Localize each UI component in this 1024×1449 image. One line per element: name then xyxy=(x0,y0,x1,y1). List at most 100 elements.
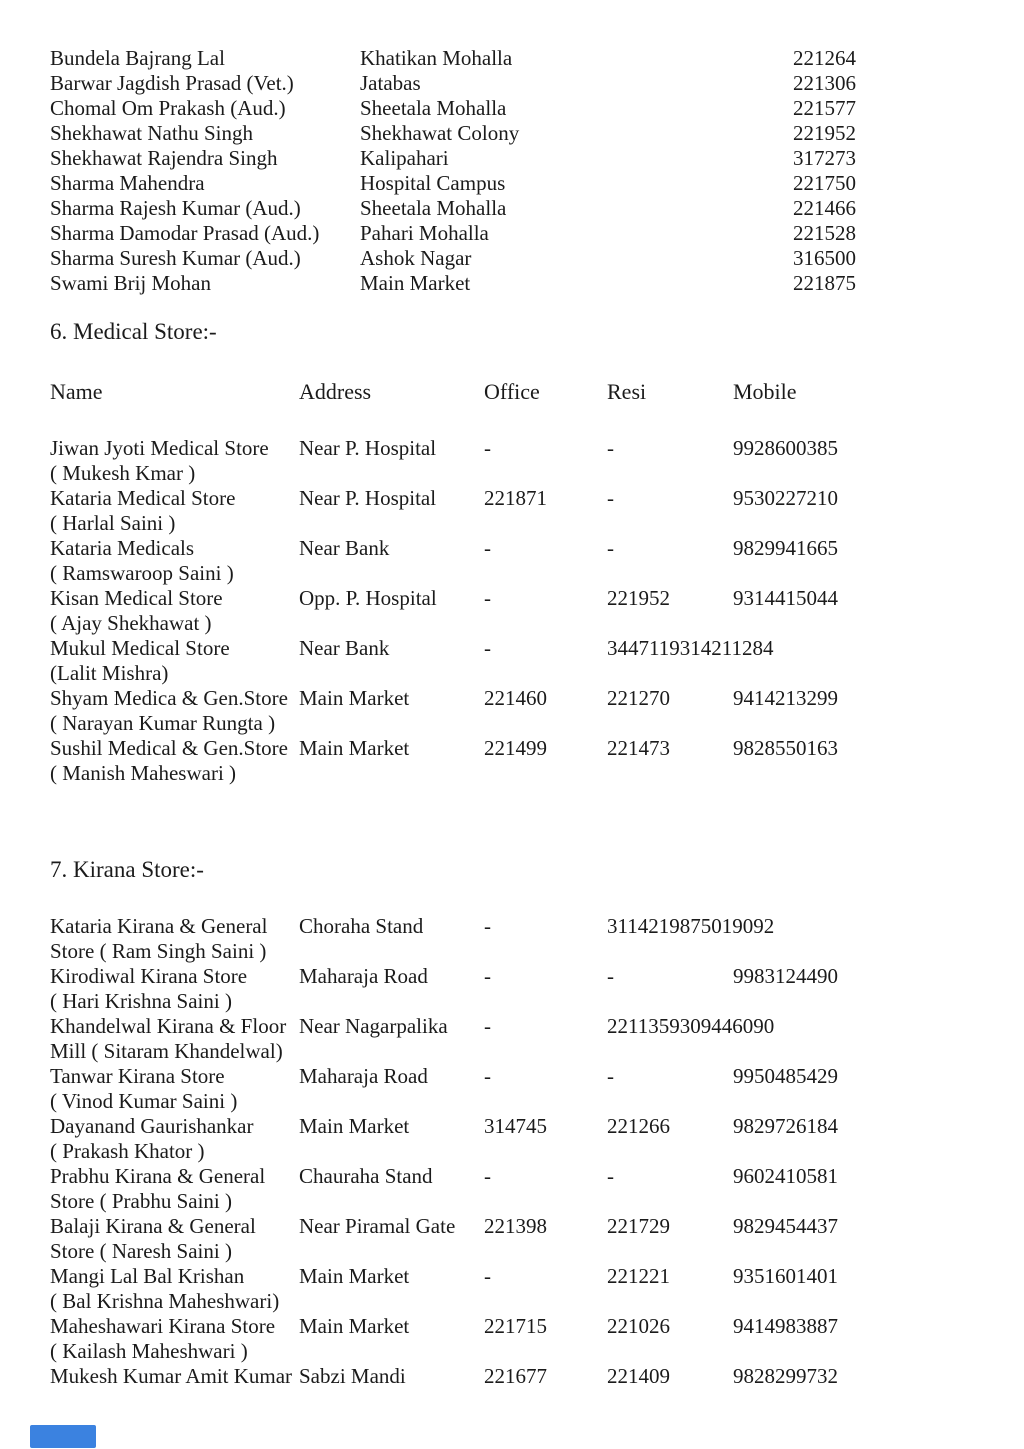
store-owner-line2: Store ( Prabhu Saini ) xyxy=(50,1189,232,1213)
list-item: Swami Brij Mohan Main Market 221875 xyxy=(50,271,980,296)
store-owner-line2: Store ( Ram Singh Saini ) xyxy=(50,939,267,963)
address-cell: Near Bank xyxy=(299,536,390,560)
table-row: Kataria Medical Store ( Harlal Saini ) N… xyxy=(50,486,980,536)
store-name-cell: Kirodiwal Kirana Store ( Hari Krishna Sa… xyxy=(50,964,247,1014)
store-name-line1: Dayanand Gaurishankar xyxy=(50,1114,254,1138)
office-cell: 221499 xyxy=(484,736,547,760)
directory-document: Bundela Bajrang Lal Khatikan Mohalla 221… xyxy=(50,0,980,1449)
resi-cell: 221473 xyxy=(607,736,670,760)
address-cell: Maharaja Road xyxy=(299,1064,428,1088)
table-row: Mukesh Kumar Amit Kumar Sabzi Mandi 2216… xyxy=(50,1364,980,1414)
office-cell: - xyxy=(484,1164,491,1188)
table-row: Prabhu Kirana & General Store ( Prabhu S… xyxy=(50,1164,980,1214)
contact-name: Barwar Jagdish Prasad (Vet.) xyxy=(50,71,294,95)
contact-name: Chomal Om Prakash (Aud.) xyxy=(50,96,286,120)
list-item: Barwar Jagdish Prasad (Vet.) Jatabas 221… xyxy=(50,71,980,96)
store-name-cell: Khandelwal Kirana & Floor Mill ( Sitaram… xyxy=(50,1014,286,1064)
contact-phone: 221528 xyxy=(793,221,856,245)
section-heading-kirana-store: 7. Kirana Store:- xyxy=(50,857,204,882)
list-item: Sharma Mahendra Hospital Campus 221750 xyxy=(50,171,980,196)
contact-address: Sheetala Mohalla xyxy=(360,196,507,220)
contact-name: Shekhawat Nathu Singh xyxy=(50,121,253,145)
store-owner-line2: ( Prakash Khator ) xyxy=(50,1139,205,1163)
store-owner-line2: ( Manish Maheswari ) xyxy=(50,761,237,785)
address-cell: Opp. P. Hospital xyxy=(299,586,437,610)
resi-cell: 221409 xyxy=(607,1364,670,1388)
medical-store-table: Jiwan Jyoti Medical Store ( Mukesh Kmar … xyxy=(50,436,980,786)
contact-name: Sharma Damodar Prasad (Aud.) xyxy=(50,221,320,245)
store-name-cell: Kisan Medical Store ( Ajay Shekhawat ) xyxy=(50,586,223,636)
contact-address: Khatikan Mohalla xyxy=(360,46,513,70)
resi-cell: - xyxy=(607,436,614,460)
resi-cell: 3114219875019092 xyxy=(607,914,775,938)
store-name-line1: Kataria Kirana & General xyxy=(50,914,268,938)
store-name-cell: Mukesh Kumar Amit Kumar xyxy=(50,1364,292,1389)
list-item: Shekhawat Nathu Singh Shekhawat Colony 2… xyxy=(50,121,980,146)
column-header-office: Office xyxy=(484,379,540,404)
mobile-cell: 9828299732 xyxy=(733,1364,838,1388)
resi-cell: 3447119314211284 xyxy=(607,636,774,660)
blue-marker-footer xyxy=(30,1425,96,1448)
address-cell: Near Bank xyxy=(299,636,390,660)
resi-cell: 221221 xyxy=(607,1264,670,1288)
contact-phone: 221264 xyxy=(793,46,856,70)
office-cell: - xyxy=(484,536,491,560)
address-cell: Main Market xyxy=(299,1114,410,1138)
table-row: Kataria Medicals ( Ramswaroop Saini ) Ne… xyxy=(50,536,980,586)
store-owner-line2: Mill ( Sitaram Khandelwal) xyxy=(50,1039,283,1063)
store-owner-line2: ( Vinod Kumar Saini ) xyxy=(50,1089,238,1113)
store-owner-line2: ( Bal Krishna Maheshwari) xyxy=(50,1289,280,1313)
contact-phone: 221875 xyxy=(793,271,856,295)
office-cell: - xyxy=(484,1014,491,1038)
resi-cell: - xyxy=(607,486,614,510)
store-name-line1: Balaji Kirana & General xyxy=(50,1214,256,1238)
office-cell: - xyxy=(484,1064,491,1088)
address-cell: Main Market xyxy=(299,686,410,710)
table-row: Balaji Kirana & General Store ( Naresh S… xyxy=(50,1214,980,1264)
address-cell: Main Market xyxy=(299,736,410,760)
store-owner-line2: ( Ajay Shekhawat ) xyxy=(50,611,212,635)
office-cell: 221715 xyxy=(484,1314,547,1338)
table-row: Tanwar Kirana Store ( Vinod Kumar Saini … xyxy=(50,1064,980,1114)
office-cell: - xyxy=(484,964,491,988)
contact-address: Main Market xyxy=(360,271,471,295)
table-row: Jiwan Jyoti Medical Store ( Mukesh Kmar … xyxy=(50,436,980,486)
table-row: Maheshawari Kirana Store ( Kailash Mahes… xyxy=(50,1314,980,1364)
resi-cell: 221729 xyxy=(607,1214,670,1238)
store-name-line1: Kirodiwal Kirana Store xyxy=(50,964,248,988)
store-owner-line2: ( Ramswaroop Saini ) xyxy=(50,561,234,585)
list-item: Sharma Rajesh Kumar (Aud.) Sheetala Moha… xyxy=(50,196,980,221)
table-row: Kirodiwal Kirana Store ( Hari Krishna Sa… xyxy=(50,964,980,1014)
store-name-cell: Kataria Kirana & General Store ( Ram Sin… xyxy=(50,914,267,964)
office-cell: 221677 xyxy=(484,1364,547,1388)
store-owner-line2: ( Mukesh Kmar ) xyxy=(50,461,196,485)
resi-cell: - xyxy=(607,536,614,560)
office-cell: - xyxy=(484,914,491,938)
list-item: Chomal Om Prakash (Aud.) Sheetala Mohall… xyxy=(50,96,980,121)
table-row: Kataria Kirana & General Store ( Ram Sin… xyxy=(50,914,980,964)
contact-phone: 221466 xyxy=(793,196,856,220)
resi-cell: - xyxy=(607,964,614,988)
store-owner-line2: (Lalit Mishra) xyxy=(50,661,169,685)
contact-phone: 221952 xyxy=(793,121,856,145)
contact-phone: 221577 xyxy=(793,96,856,120)
store-name-line1: Mukesh Kumar Amit Kumar xyxy=(50,1364,293,1388)
store-name-cell: Maheshawari Kirana Store ( Kailash Mahes… xyxy=(50,1314,275,1364)
office-cell: - xyxy=(484,636,491,660)
address-cell: Chauraha Stand xyxy=(299,1164,433,1188)
table-row: Kisan Medical Store ( Ajay Shekhawat ) O… xyxy=(50,586,980,636)
store-name-cell: Mukul Medical Store (Lalit Mishra) xyxy=(50,636,230,686)
store-owner-line2: ( Narayan Kumar Rungta ) xyxy=(50,711,276,735)
table-row: Mukul Medical Store (Lalit Mishra) Near … xyxy=(50,636,980,686)
store-name-cell: Tanwar Kirana Store ( Vinod Kumar Saini … xyxy=(50,1064,237,1114)
list-item: Sharma Damodar Prasad (Aud.) Pahari Moha… xyxy=(50,221,980,246)
resi-cell: 2211359309446090 xyxy=(607,1014,775,1038)
mobile-cell: 9829941665 xyxy=(733,536,838,560)
address-cell: Near P. Hospital xyxy=(299,486,437,510)
store-name-line1: Tanwar Kirana Store xyxy=(50,1064,225,1088)
table-row: Dayanand Gaurishankar ( Prakash Khator )… xyxy=(50,1114,980,1164)
contact-name: Bundela Bajrang Lal xyxy=(50,46,225,70)
store-owner-line2: Store ( Naresh Saini ) xyxy=(50,1239,232,1263)
store-name-cell: Dayanand Gaurishankar ( Prakash Khator ) xyxy=(50,1114,254,1164)
